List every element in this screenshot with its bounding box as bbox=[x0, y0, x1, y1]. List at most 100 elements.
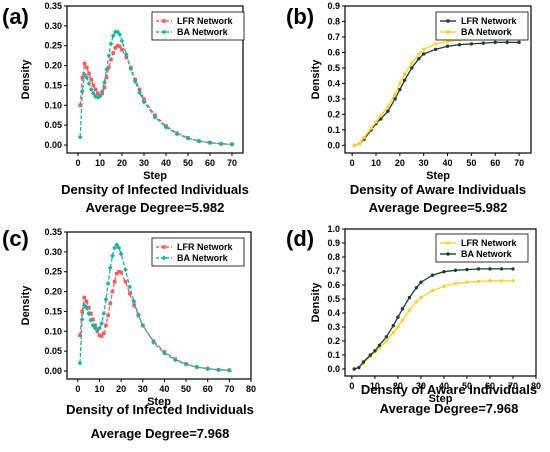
data-point bbox=[115, 29, 120, 35]
panel-label: (d) bbox=[286, 226, 314, 251]
y-tick-label: 0.4 bbox=[327, 308, 340, 318]
y-tick-label: 0.0 bbox=[327, 364, 340, 374]
y-tick-label: 0.5 bbox=[327, 63, 340, 73]
y-axis-label: Density bbox=[310, 282, 322, 323]
data-point bbox=[127, 291, 132, 296]
data-point bbox=[414, 300, 419, 304]
data-point bbox=[123, 279, 128, 284]
data-point bbox=[152, 114, 158, 120]
data-point bbox=[442, 284, 446, 289]
series-line bbox=[354, 268, 513, 370]
plot-frame bbox=[66, 5, 244, 154]
legend-box bbox=[151, 237, 245, 267]
y-tick-label: 0.8 bbox=[327, 16, 340, 26]
data-point bbox=[108, 301, 113, 306]
data-point bbox=[430, 273, 435, 277]
data-point bbox=[400, 318, 405, 322]
data-point bbox=[99, 89, 105, 94]
legend-swatch-marker bbox=[162, 245, 166, 249]
y-tick-label: 0.00 bbox=[44, 140, 62, 150]
data-point bbox=[430, 288, 435, 293]
data-point bbox=[109, 57, 113, 62]
x-tick-label: 40 bbox=[439, 381, 449, 391]
chart-panel-3: (c) 0.00 0.05 0.10 0.15 0.20 0.25 0.30 0.35 0 10 20… bbox=[2, 226, 256, 441]
series-line bbox=[354, 280, 513, 370]
legend-entry: LFR Network bbox=[461, 238, 517, 248]
chart-panel-1: (a) 0.00 0.05 0.10 0.15 0.20 0.25 0.30 0.35 0 10 20… bbox=[2, 1, 249, 215]
y-tick-label: 0.10 bbox=[44, 326, 62, 336]
data-point bbox=[396, 325, 400, 329]
x-tick-label: 20 bbox=[117, 158, 127, 168]
data-point bbox=[124, 55, 129, 60]
y-axis-label: Density bbox=[310, 59, 322, 100]
data-point bbox=[445, 39, 450, 44]
series-lfr-network bbox=[352, 40, 521, 147]
panel-label: (b) bbox=[286, 4, 314, 29]
data-point bbox=[80, 75, 85, 80]
x-tick-label: 0 bbox=[75, 384, 80, 394]
data-point bbox=[77, 360, 83, 366]
data-point bbox=[119, 270, 123, 275]
legend-box bbox=[435, 11, 529, 41]
data-point bbox=[112, 279, 117, 284]
data-point bbox=[410, 66, 414, 70]
chart-subcaption: Average Degree=5.982 bbox=[86, 200, 225, 215]
data-point bbox=[352, 367, 356, 371]
data-point bbox=[352, 143, 357, 147]
y-tick-label: 0.05 bbox=[44, 346, 62, 356]
panel-label: (c) bbox=[2, 226, 29, 251]
x-tick-label: 70 bbox=[224, 384, 234, 394]
y-tick-label: 0.9 bbox=[327, 238, 340, 248]
series-lfr-network bbox=[352, 279, 515, 371]
data-point bbox=[185, 135, 191, 141]
data-point bbox=[107, 65, 111, 70]
data-point bbox=[476, 267, 481, 271]
x-tick-label: 0 bbox=[350, 158, 355, 168]
data-point bbox=[386, 109, 390, 113]
data-point bbox=[511, 279, 515, 283]
data-point bbox=[398, 87, 402, 92]
data-point bbox=[118, 44, 122, 49]
data-point bbox=[384, 339, 389, 343]
data-point bbox=[453, 281, 458, 286]
data-point bbox=[86, 311, 92, 316]
legend-swatch-marker bbox=[446, 241, 450, 245]
data-point bbox=[402, 78, 407, 82]
data-point bbox=[116, 245, 122, 251]
data-point bbox=[493, 40, 497, 45]
chart-subcaption: Average Degree=5.982 bbox=[369, 200, 508, 215]
x-axis-label: Step bbox=[147, 396, 171, 408]
y-tick-label: 0.6 bbox=[327, 280, 340, 290]
x-tick-label: 60 bbox=[490, 158, 500, 168]
data-point bbox=[453, 268, 458, 272]
data-point bbox=[162, 350, 167, 356]
x-axis-label: Step bbox=[426, 170, 450, 182]
data-point bbox=[124, 52, 129, 57]
data-point bbox=[414, 286, 419, 290]
data-point bbox=[205, 366, 211, 372]
y-tick-label: 0.25 bbox=[44, 41, 62, 51]
data-point bbox=[393, 97, 397, 101]
y-tick-label: 0.1 bbox=[327, 125, 340, 135]
y-tick-label: 0.35 bbox=[44, 227, 62, 237]
data-point bbox=[115, 43, 120, 48]
data-point bbox=[469, 42, 474, 46]
legend-swatch-marker bbox=[446, 252, 450, 256]
y-tick-label: 0.5 bbox=[327, 294, 340, 304]
x-axis-label: Step bbox=[143, 170, 167, 182]
data-point bbox=[128, 66, 134, 72]
data-point bbox=[465, 267, 469, 272]
data-point bbox=[391, 330, 396, 335]
y-tick-label: 0.2 bbox=[327, 336, 340, 346]
y-tick-label: 0.25 bbox=[44, 267, 62, 277]
data-point bbox=[400, 307, 405, 311]
chart-subcaption: Average Degree=7.968 bbox=[380, 401, 519, 416]
x-tick-label: 10 bbox=[95, 158, 105, 168]
data-point bbox=[196, 138, 202, 144]
data-point bbox=[101, 311, 107, 316]
legend-swatch-marker bbox=[446, 19, 450, 23]
legend-entry: BA Network bbox=[461, 249, 513, 259]
y-tick-label: 0.15 bbox=[44, 80, 62, 90]
